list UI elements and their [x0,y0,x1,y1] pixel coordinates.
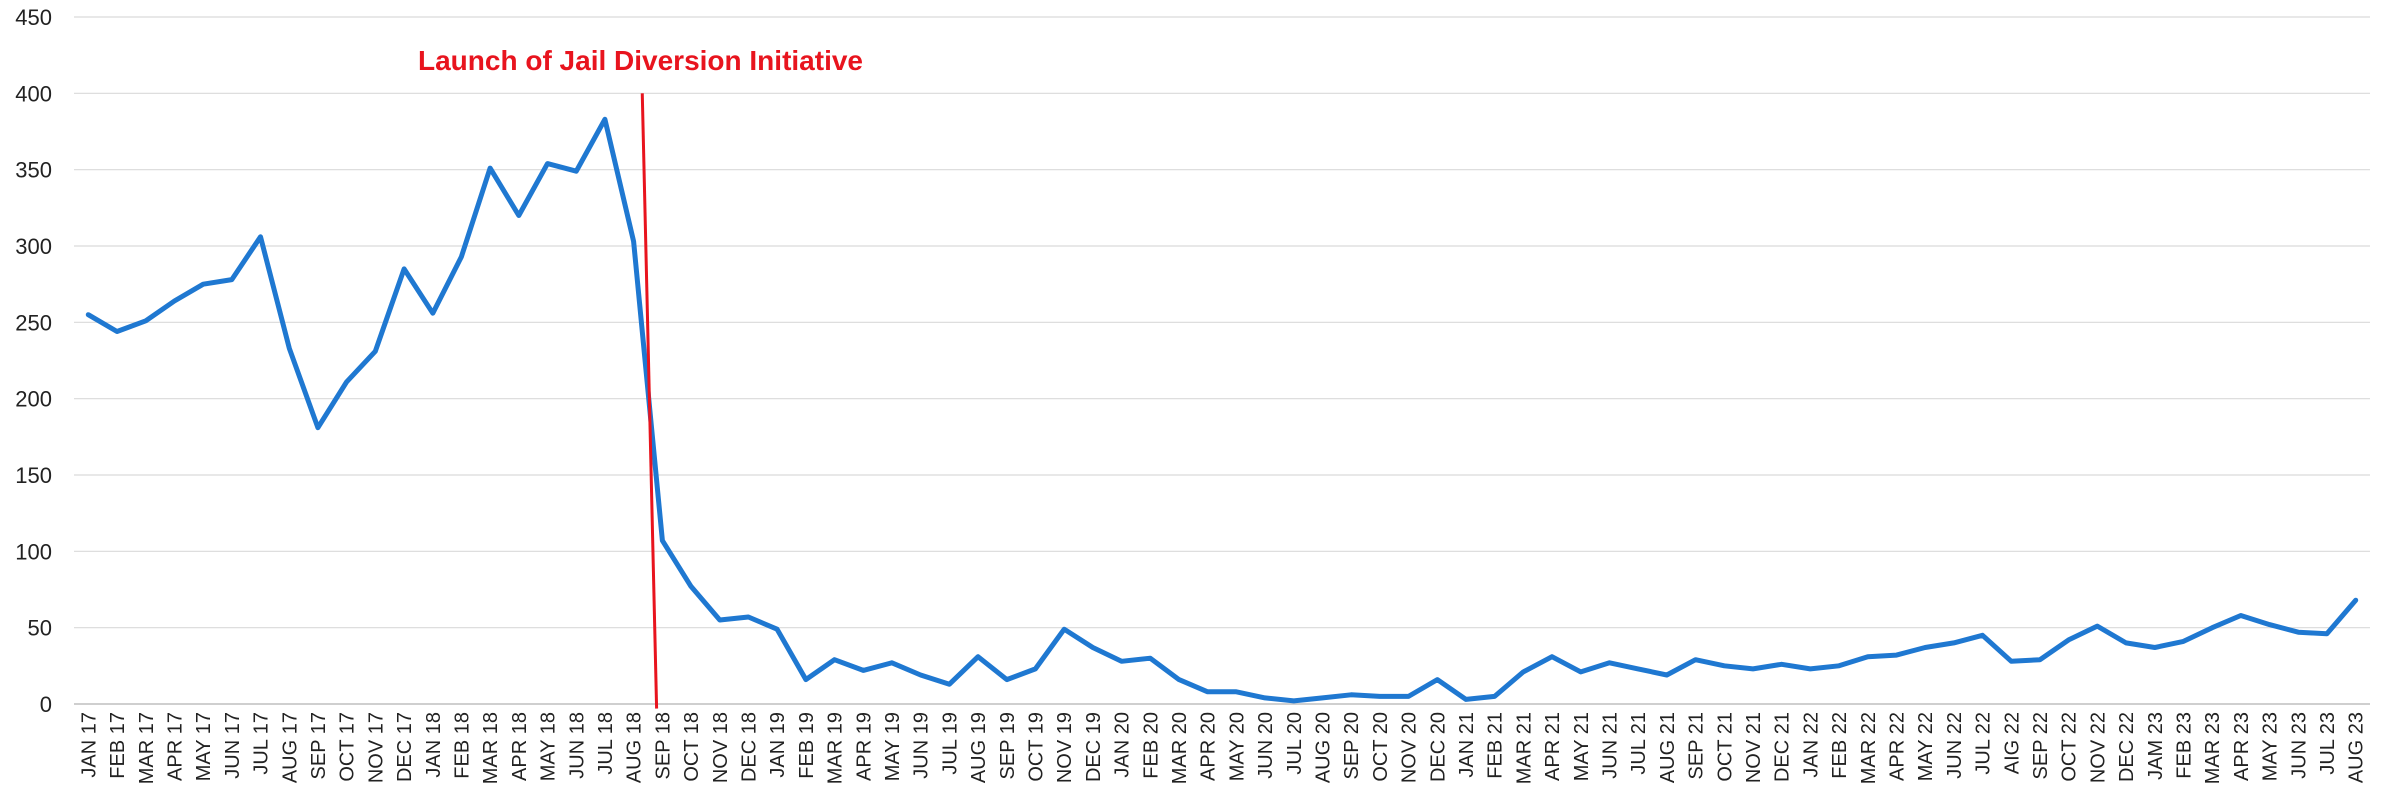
y-tick-label: 100 [15,539,52,564]
x-tick-label: FEB 22 [1829,712,1851,779]
x-tick-label: APR 20 [1198,712,1220,781]
y-axis-ticks: 0 50 100 150 200 250 300 350 400 450 [15,5,52,717]
x-tick-label: JUL 23 [2317,712,2339,775]
x-tick-label: DEC 18 [738,712,760,782]
x-tick-label: MAY 23 [2260,712,2282,781]
x-tick-label: FEB 23 [2173,712,2195,779]
x-tick-label: MAR 18 [480,712,502,784]
x-tick-label: AUG 23 [2346,712,2368,783]
x-tick-label: JAN 19 [767,712,789,778]
x-tick-label: DEC 17 [394,712,416,782]
x-tick-label: FEB 20 [1140,712,1162,779]
x-tick-label: MAY 20 [1226,712,1248,781]
x-tick-label: AUG 18 [624,712,646,783]
x-tick-label: SEP 22 [2030,712,2052,779]
x-tick-label: OCT 21 [1714,712,1736,782]
x-tick-label: DEC 21 [1772,712,1794,782]
x-tick-label: AUG 17 [279,712,301,783]
y-tick-label: 0 [40,692,52,717]
x-tick-label: MAR 20 [1169,712,1191,784]
x-tick-label: APR 23 [2231,712,2253,781]
x-tick-label: JUL 17 [251,712,273,775]
x-tick-label: FEB 19 [796,712,818,779]
x-tick-label: APR 22 [1886,712,1908,781]
x-tick-label: DEC 22 [2116,712,2138,782]
x-tick-label: JAN 17 [78,712,100,778]
x-tick-label: SEP 18 [652,712,674,779]
x-tick-label: DEC 20 [1427,712,1449,782]
x-tick-label: MAY 22 [1915,712,1937,781]
x-tick-label: SEP 20 [1341,712,1363,779]
x-tick-label: MAR 22 [1858,712,1880,784]
x-tick-label: JUL 21 [1628,712,1650,775]
y-tick-label: 300 [15,234,52,259]
x-tick-label: APR 17 [164,712,186,781]
x-tick-label: NOV 22 [2087,712,2109,783]
x-tick-label: JUN 17 [222,712,244,779]
x-tick-label: AUG 21 [1657,712,1679,783]
x-tick-label: JUN 22 [1944,712,1966,779]
x-tick-label: MAY 21 [1571,712,1593,781]
x-tick-label: NOV 20 [1399,712,1421,783]
x-tick-label: MAR 19 [825,712,847,784]
x-tick-label: SEP 19 [997,712,1019,779]
x-tick-label: AUG 20 [1312,712,1334,783]
series-line [85,116,2359,704]
x-tick-label: JUL 19 [939,712,961,775]
x-tick-label: FEB 17 [107,712,129,779]
annotation-line [640,93,659,709]
y-tick-label: 250 [15,310,52,335]
x-tick-label: MAR 21 [1513,712,1535,784]
gridlines [74,16,2370,705]
x-tick-label: JUL 18 [595,712,617,775]
y-tick-label: 50 [28,616,52,641]
x-tick-label: NOV 18 [710,712,732,783]
x-tick-label: SEP 17 [308,712,330,779]
x-tick-label: OCT 18 [681,712,703,782]
x-tick-label: JUN 19 [911,712,933,779]
x-tick-label: MAY 18 [538,712,560,781]
series-group [85,116,2359,704]
y-tick-label: 150 [15,463,52,488]
x-tick-label: JAN 18 [423,712,445,778]
x-tick-label: AIG 22 [2001,712,2023,774]
y-tick-label: 400 [15,81,52,106]
x-tick-label: APR 18 [509,712,531,781]
y-tick-label: 350 [15,158,52,183]
x-tick-label: APR 19 [853,712,875,781]
x-tick-label: MAY 17 [193,712,215,781]
x-tick-label: JUN 18 [566,712,588,779]
annotation-group: Launch of Jail Diversion Initiative [418,45,863,709]
y-tick-label: 200 [15,387,52,412]
x-tick-label: JUL 22 [1973,712,1995,775]
x-tick-label: JAN 21 [1456,712,1478,778]
x-tick-label: MAY 19 [882,712,904,781]
x-tick-label: MAR 17 [136,712,158,784]
x-tick-label: JAM 23 [2145,712,2167,780]
x-tick-label: OCT 19 [1025,712,1047,782]
x-tick-label: JUN 21 [1599,712,1621,779]
x-tick-label: OCT 20 [1370,712,1392,782]
x-tick-label: APR 21 [1542,712,1564,781]
x-tick-label: OCT 22 [2059,712,2081,782]
x-tick-label: NOV 21 [1743,712,1765,783]
x-tick-label: FEB 18 [451,712,473,779]
x-tick-label: JUN 20 [1255,712,1277,779]
annotation-label: Launch of Jail Diversion Initiative [418,45,863,76]
x-tick-label: JAN 22 [1800,712,1822,778]
x-tick-label: JAN 20 [1112,712,1134,778]
x-tick-label: NOV 19 [1054,712,1076,783]
x-tick-label: JUN 23 [2288,712,2310,779]
x-tick-label: DEC 19 [1083,712,1105,782]
x-tick-label: MAR 23 [2202,712,2224,784]
x-axis-ticks: JAN 17 FEB 17 MAR 17 APR 17 MAY 17 JUN 17 JUL … [78,712,2367,784]
x-tick-label: AUG 19 [968,712,990,783]
y-tick-label: 450 [15,5,52,30]
x-tick-label: JUL 20 [1284,712,1306,775]
x-tick-label: SEP 21 [1686,712,1708,779]
x-tick-label: OCT 17 [337,712,359,782]
x-tick-label: NOV 17 [365,712,387,783]
x-tick-label: FEB 21 [1485,712,1507,779]
